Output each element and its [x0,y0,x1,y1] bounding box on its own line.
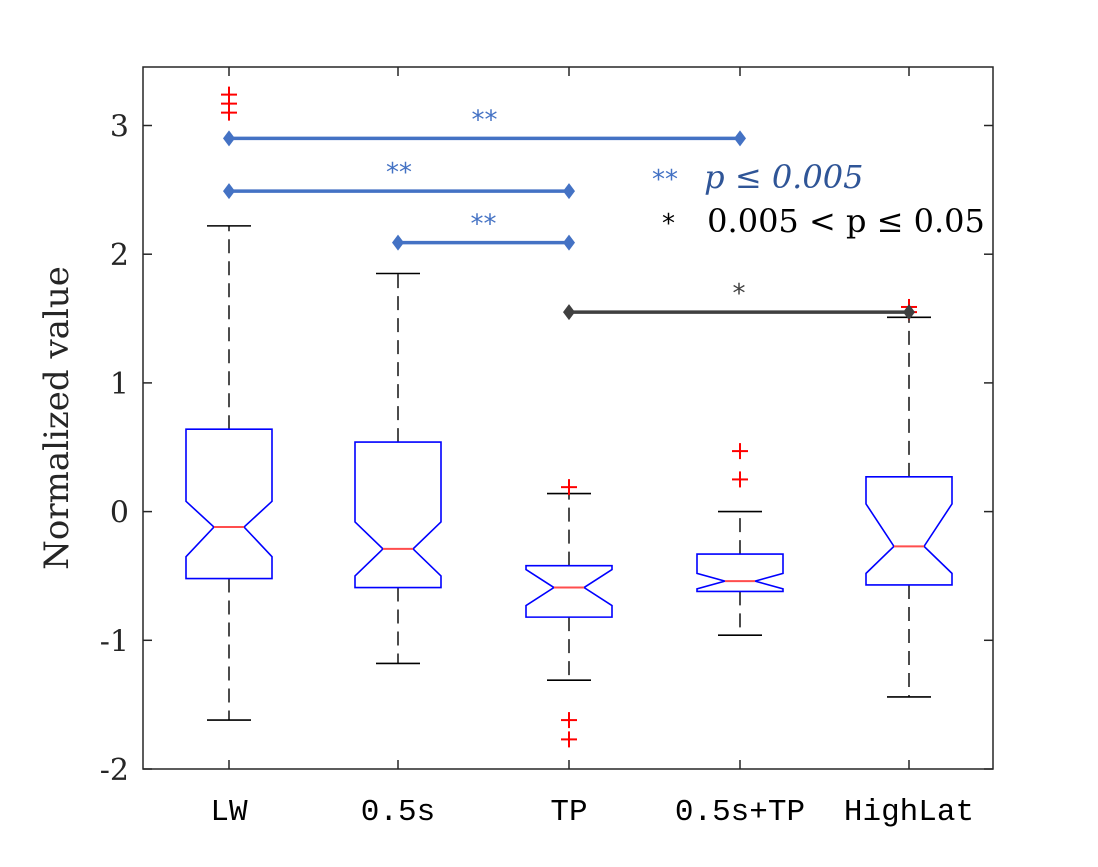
significance-bars: ******* [223,105,915,321]
legend: ** p ≤ 0.005 * 0.005 < p ≤ 0.05 [652,158,985,240]
x-axis-ticks: LW 0.5s TP 0.5s+TP HighLat [210,67,974,830]
x-tick-label: HighLat [844,795,974,830]
significance-bar: ** [223,105,746,147]
y-tick-label: 1 [110,367,129,402]
y-axis-label: Normalized value [37,266,77,570]
y-tick-label: 2 [110,238,129,273]
outlier-marker [561,479,577,496]
outlier-marker [732,471,748,488]
plot-area [142,66,994,770]
y-tick-label: 0 [110,496,129,531]
svg-text:* 0.005 < p ≤ 0.05: * 0.005 < p ≤ 0.05 [662,202,985,240]
significance-diamond [223,130,235,147]
svg-text:** p ≤ 0.005: ** p ≤ 0.005 [652,158,863,196]
legend-symbol-1: ** [652,165,678,195]
box-0.5s+TP [696,443,784,636]
significance-diamond [392,234,404,251]
box-TP [525,479,613,748]
outlier-marker [221,86,237,103]
x-tick-label: 0.5s+TP [675,795,805,830]
notched-box [696,553,784,593]
significance-label: * [733,279,746,309]
outlier-marker [561,731,577,748]
y-tick-label: -1 [100,624,129,659]
significance-label: ** [471,210,497,240]
box-0.5s [354,272,442,665]
significance-bar: * [563,279,915,321]
significance-diamond [563,234,575,251]
x-tick-label: 0.5s [361,795,435,830]
significance-bar: ** [392,210,575,251]
significance-diamond [563,304,575,321]
notched-box [185,428,273,580]
significance-label: ** [472,105,498,135]
significance-diamond [563,183,575,200]
legend-text-2: 0.005 < p ≤ 0.05 [707,202,985,240]
notched-box [354,441,442,589]
x-tick-label: LW [210,795,248,830]
significance-diamond [223,183,235,200]
significance-diamond [903,304,915,321]
significance-diamond [734,130,746,147]
y-tick-label: 3 [110,110,129,145]
legend-text-1: p ≤ 0.005 [704,158,863,196]
significance-label: ** [386,158,412,188]
box-LW [185,86,273,721]
x-tick-label: TP [550,795,587,830]
y-tick-label: -2 [100,753,129,788]
notched-box [525,564,613,618]
notched-box [865,476,953,586]
outlier-marker [732,443,748,460]
y-axis-ticks: -2 -1 0 1 2 3 [100,110,993,788]
outlier-marker [561,712,577,729]
significance-bar: ** [223,158,575,200]
legend-symbol-2: * [662,209,675,239]
